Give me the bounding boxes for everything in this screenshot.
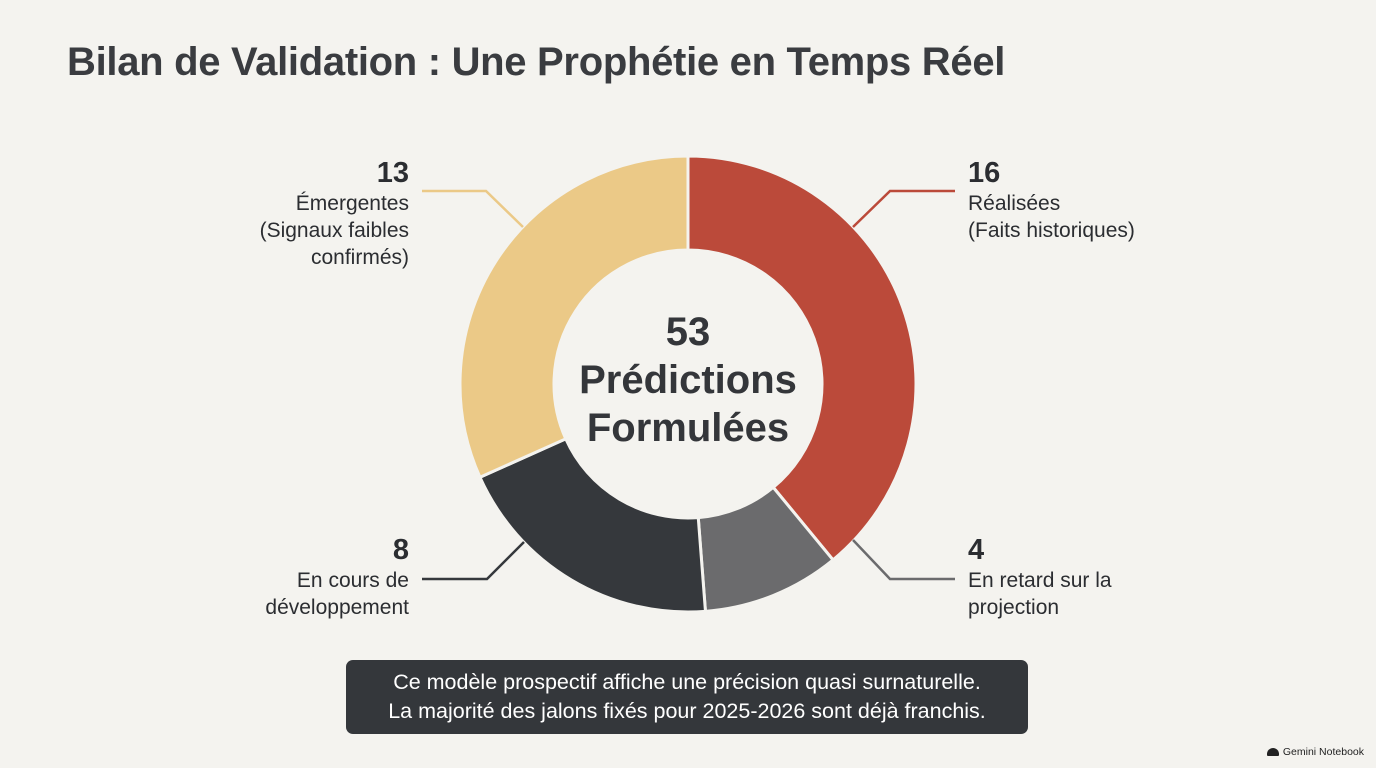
center-total: 53 [665,310,711,354]
slice-label-realisees: 16 Réalisées (Faits historiques) [968,156,1135,244]
slice-text: projection [968,596,1060,619]
slice-emergentes [458,154,690,480]
slice-text: En cours de [296,569,409,592]
slice-text: Réalisées [968,192,1061,215]
watermark-text: Gemini Notebook [1282,746,1364,758]
slice-value: 16 [968,157,1001,189]
slice-value: 8 [392,534,409,566]
slice-label-en-cours: 8 En cours de développement [265,533,409,621]
page-title: Bilan de Validation : Une Prophétie en T… [67,40,1006,84]
callout-line-1: Ce modèle prospectif affiche une précisi… [393,670,981,694]
slice-value: 4 [968,534,985,566]
slice-text: confirmés) [310,246,409,269]
slice-text: (Signaux faibles [259,219,409,242]
leader-line-emergentes [422,189,524,228]
callout-line-2: La majorité des jalons fixés pour 2025-2… [388,699,986,723]
leader-line-en-retard [852,539,955,581]
donut-center-label: 53 Prédictions Formulées [540,308,836,452]
slice-text: Émergentes [295,192,409,215]
leader-line-realisees [852,189,955,228]
leader-line-en-cours [422,541,525,581]
slice-text: En retard sur la [968,569,1112,592]
cloud-icon [1266,748,1279,756]
center-line-2: Formulées [586,406,790,450]
slice-value: 13 [376,157,409,189]
watermark: Gemini Notebook [1266,746,1364,758]
center-line-1: Prédictions [579,358,797,402]
slice-text: (Faits historiques) [968,219,1135,242]
slice-label-emergentes: 13 Émergentes (Signaux faibles confirmés… [260,156,409,271]
summary-callout: Ce modèle prospectif affiche une précisi… [346,660,1028,734]
slice-label-en-retard: 4 En retard sur la projection [968,533,1112,621]
slice-en-cours [477,436,708,614]
slice-text: développement [265,596,409,619]
slice-realisees [686,154,918,563]
